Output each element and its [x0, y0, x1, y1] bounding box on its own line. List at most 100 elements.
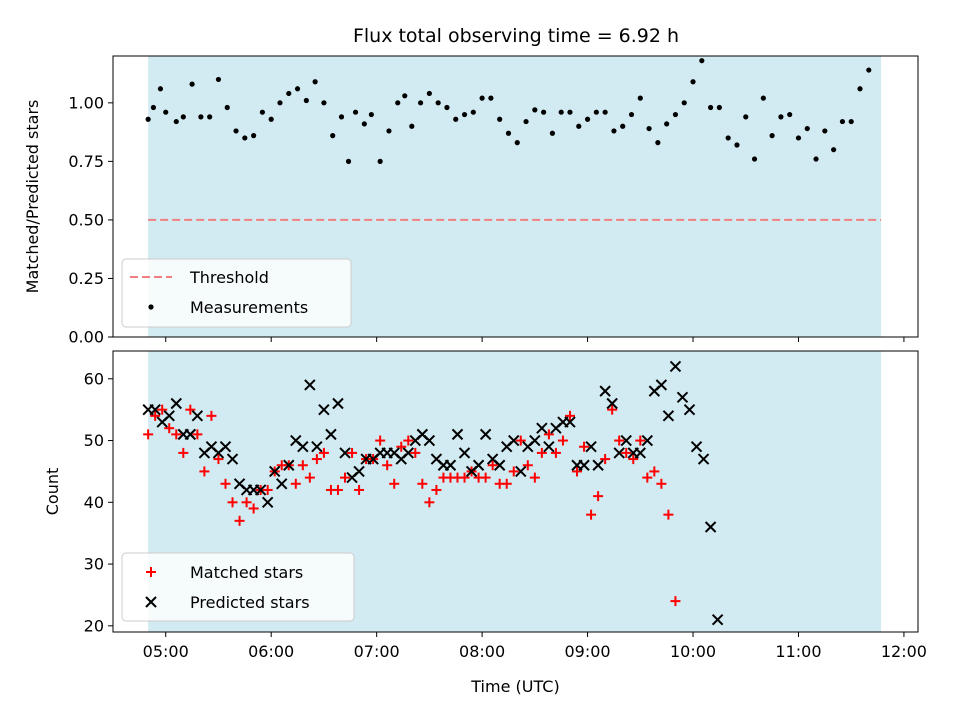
predicted-star-points	[142, 360, 724, 626]
predicted-star-point	[704, 521, 717, 533]
matched-star-point	[347, 447, 358, 458]
matched-star-point	[178, 447, 189, 458]
ratio-y-axis-label: Matched/Predicted stars	[23, 100, 42, 294]
measurement-point	[532, 107, 538, 113]
predicted-star-point	[219, 441, 232, 453]
matched-star-point	[220, 478, 231, 489]
matched-star-point	[340, 472, 351, 483]
count-y-tick-label: 40	[84, 493, 104, 512]
measurement-point	[303, 97, 309, 104]
measurement-point	[778, 114, 784, 120]
measurement-point	[646, 125, 652, 132]
measurement-point	[734, 142, 740, 148]
matched-star-point	[656, 478, 667, 489]
predicted-star-point	[304, 379, 316, 391]
matched-star-point	[213, 454, 224, 465]
predicted-star-point	[339, 447, 351, 459]
predicted-star-point	[254, 484, 267, 496]
matched-star-point	[501, 478, 512, 489]
predicted-star-point	[458, 447, 471, 459]
matched-star-point	[607, 404, 618, 415]
matched-star-point	[192, 429, 203, 440]
predicted-star-point	[585, 441, 597, 453]
measurement-point	[839, 118, 846, 125]
measurement-point	[795, 135, 802, 141]
count-legend: Matched stars Predicted stars	[121, 552, 355, 622]
count-y-ticks: 20 30 40 50 60	[84, 369, 113, 635]
matched-star-point	[375, 435, 386, 446]
matched-star-point	[508, 466, 519, 477]
time-x-tick-label: 09:00	[565, 642, 611, 661]
measurement-point	[866, 67, 872, 73]
measurement-point	[831, 147, 837, 153]
time-x-tick-label: 11:00	[775, 642, 821, 661]
measurement-point	[444, 104, 450, 111]
predicted-star-point	[529, 434, 541, 447]
predicted-star-point	[353, 465, 365, 478]
matched-star-point	[550, 447, 561, 458]
count-y-tick-label: 60	[84, 369, 104, 388]
measurement-point	[760, 95, 766, 101]
matched-star-point	[417, 478, 428, 489]
count-y-axis-label: Count	[43, 468, 62, 516]
measurement-point	[787, 111, 793, 118]
measurement-point	[593, 109, 599, 115]
measurement-point	[461, 111, 468, 118]
matched-star-point	[304, 472, 315, 483]
measurement-point	[233, 128, 239, 134]
matched-star-point	[586, 509, 597, 520]
predicted-star-point	[191, 410, 204, 422]
measurement-point	[628, 111, 635, 118]
count-y-tick-label: 30	[84, 555, 104, 574]
predicted-star-point	[676, 391, 689, 404]
measurement-point	[352, 109, 359, 115]
measurement-point	[207, 114, 213, 120]
predicted-star-point	[641, 434, 654, 447]
ratio-y-ticks: 0.00 0.25 0.50 0.75 1.00	[68, 93, 113, 347]
measurement-point	[242, 135, 248, 141]
matched-star-point	[157, 404, 168, 415]
measurement-point	[345, 158, 352, 164]
matched-star-point	[424, 497, 435, 508]
predicted-star-point	[332, 397, 344, 410]
measurement-point	[189, 81, 195, 87]
measurement-point	[751, 156, 758, 162]
matched-star-point	[529, 472, 540, 483]
measurement-point	[541, 109, 547, 115]
predicted-legend-swatch	[145, 596, 157, 608]
measurement-point	[743, 114, 749, 120]
measurement-point	[707, 104, 714, 111]
predicted-star-point	[599, 385, 611, 397]
time-x-tick-label: 06:00	[248, 642, 294, 661]
count-y-tick-label: 50	[84, 431, 104, 450]
predicted-star-point	[451, 428, 464, 441]
matched-star-point	[628, 454, 639, 465]
matched-star-point	[354, 484, 365, 495]
measurement-point	[584, 116, 591, 122]
measurement-points	[145, 58, 872, 164]
ratio-y-tick-label: 0.75	[68, 152, 104, 171]
matched-star-point	[642, 472, 653, 483]
measurement-point	[268, 116, 274, 122]
count-legend-box	[121, 552, 355, 622]
measurement-point	[180, 114, 186, 120]
matched-star-point	[614, 435, 625, 446]
matched-star-point	[459, 472, 470, 483]
predicted-star-point	[149, 403, 161, 416]
matched-star-point	[290, 478, 301, 489]
measurement-point	[215, 76, 222, 83]
measurement-point	[497, 116, 503, 122]
matched-star-point	[557, 435, 568, 446]
matched-star-point	[600, 454, 611, 465]
ratio-legend-box	[121, 258, 352, 328]
ratio-x-ticks	[165, 337, 905, 342]
predicted-star-point	[683, 403, 696, 416]
predicted-star-point	[283, 459, 295, 471]
measurement-point	[361, 121, 367, 127]
predicted-star-point	[606, 397, 618, 410]
ratio-y-tick-label: 0.50	[68, 210, 104, 229]
measurement-point	[716, 104, 722, 111]
measurement-point	[395, 100, 401, 106]
measurement-point	[769, 133, 775, 139]
predicted-star-point	[423, 434, 436, 447]
